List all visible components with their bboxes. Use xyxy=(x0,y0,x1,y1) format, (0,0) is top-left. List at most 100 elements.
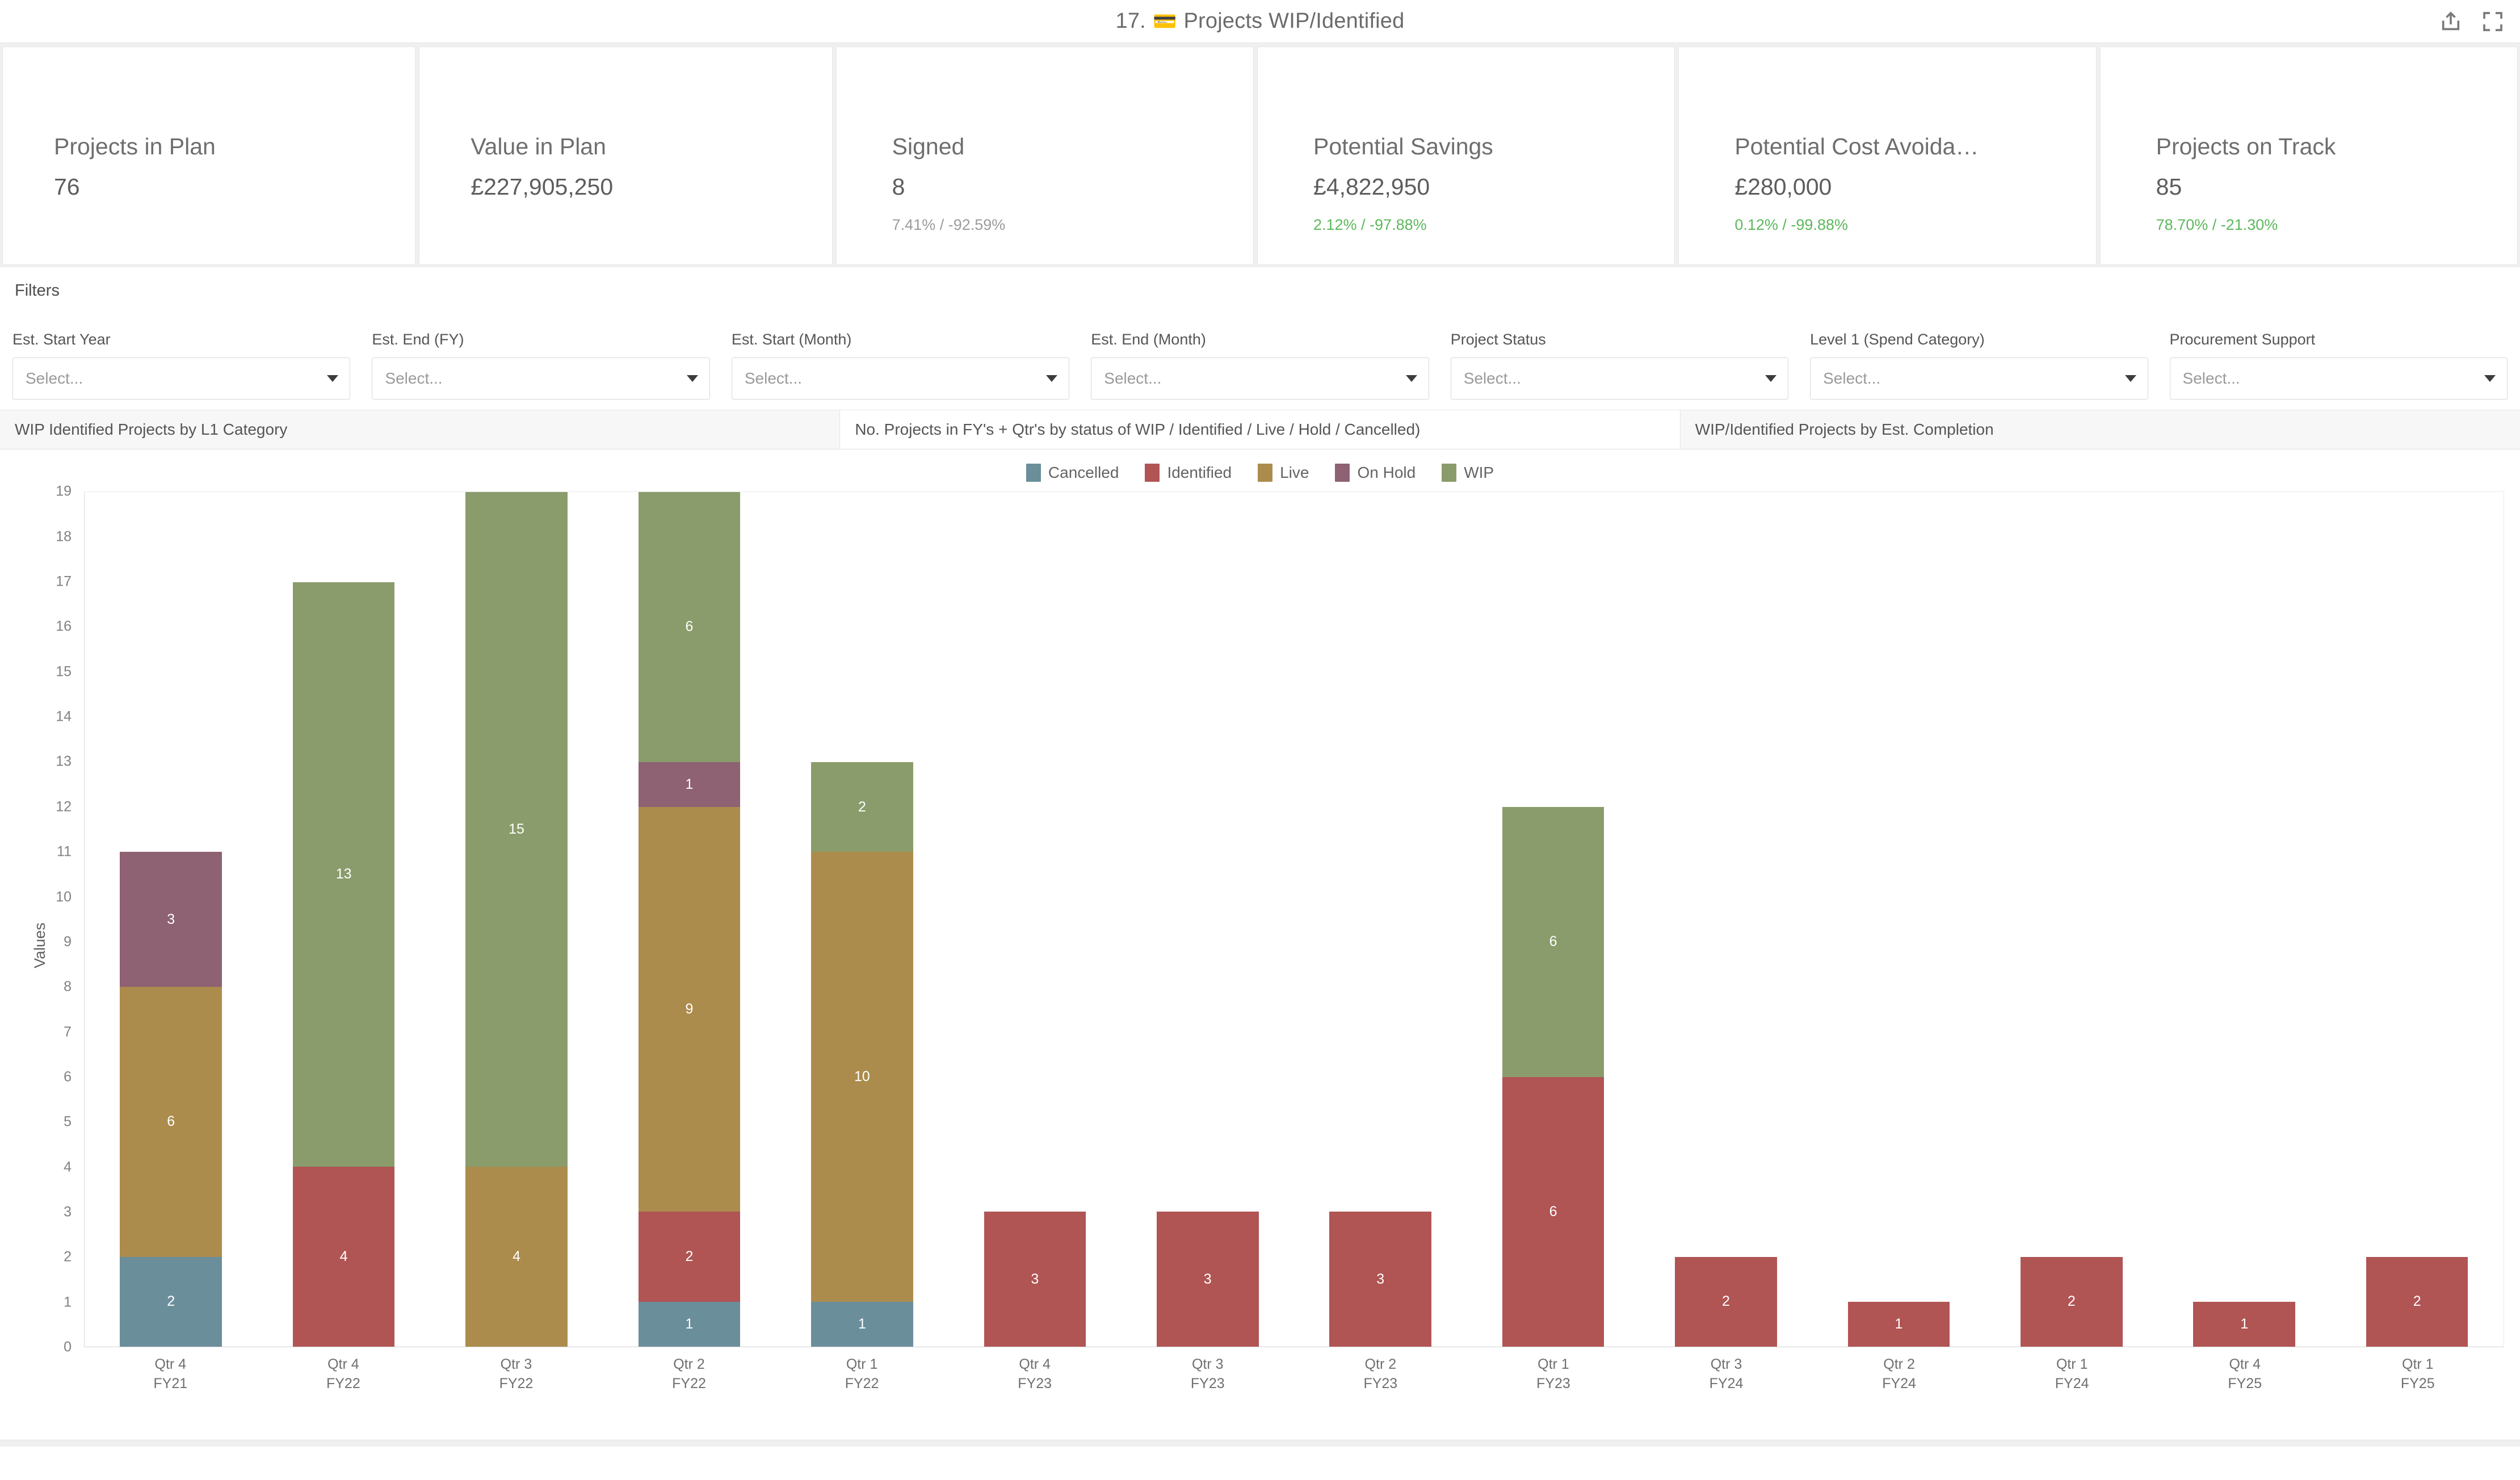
bar-segment-on-hold[interactable]: 3 xyxy=(120,852,222,987)
y-tick-label: 7 xyxy=(64,1024,72,1040)
bar-segment-identified[interactable]: 1 xyxy=(1847,1301,1950,1347)
kpi-delta: 78.70% / -21.30% xyxy=(2156,216,2278,233)
legend-item-wip[interactable]: WIP xyxy=(1442,464,1494,482)
fullscreen-icon[interactable] xyxy=(2481,10,2504,33)
x-axis-label: Qtr 3 FY24 xyxy=(1709,1356,1744,1391)
bar-segment-identified[interactable]: 3 xyxy=(1329,1212,1431,1347)
kpi-card-potential-cost-avoidance[interactable]: Potential Cost Avoida… £280,000 0.12% / … xyxy=(1678,47,2097,265)
kpi-strip: Projects in Plan 76 Value in Plan £227,9… xyxy=(0,43,2520,267)
filter-est-start-year: Est. Start Year Select... xyxy=(12,330,372,400)
bar-segment-wip[interactable]: 6 xyxy=(638,492,741,762)
y-tick-label: 3 xyxy=(64,1204,72,1220)
bar-segment-identified[interactable]: 2 xyxy=(638,1212,741,1302)
stacked-bar[interactable]: 3 xyxy=(1329,1212,1431,1347)
bar-segment-live[interactable]: 10 xyxy=(811,852,913,1302)
kpi-value: 76 xyxy=(54,174,80,200)
bar-slot: 1 xyxy=(1812,492,1985,1347)
bar-segment-identified[interactable]: 2 xyxy=(2366,1256,2468,1347)
filter-label: Est. Start Year xyxy=(12,330,111,348)
tab-wip-identified-projects-by-l1-category[interactable]: WIP Identified Projects by L1 Category xyxy=(0,410,841,449)
tab-label: No. Projects in FY's + Qtr's by status o… xyxy=(855,421,1421,439)
stacked-bar[interactable]: 1 xyxy=(1847,1301,1950,1347)
bottom-strip xyxy=(0,1440,2520,1447)
filter-label: Procurement Support xyxy=(2169,330,2316,348)
kpi-title: Projects on Track xyxy=(2156,133,2336,159)
title-bar: 17. 💳 Projects WIP/Identified xyxy=(0,0,2520,43)
y-tick-label: 14 xyxy=(56,708,72,725)
stacked-bar[interactable]: 3 xyxy=(1156,1212,1259,1347)
bar-segment-wip[interactable]: 2 xyxy=(811,762,913,852)
stacked-bar[interactable]: 2 10 1 xyxy=(811,762,913,1347)
bar-segment-on-hold[interactable]: 1 xyxy=(638,762,741,808)
bar-segment-wip[interactable]: 13 xyxy=(292,582,395,1167)
kpi-delta: 7.41% / -92.59% xyxy=(892,216,1006,233)
filter-label: Est. Start (Month) xyxy=(731,330,852,348)
kpi-card-value-in-plan[interactable]: Value in Plan £227,905,250 xyxy=(419,47,833,265)
legend-item-on-hold[interactable]: On Hold xyxy=(1335,464,1416,482)
y-tick-label: 10 xyxy=(56,889,72,905)
kpi-card-projects-on-track[interactable]: Projects on Track 85 78.70% / -21.30% xyxy=(2099,47,2518,265)
filter-value: Select... xyxy=(1463,369,1521,388)
tab-wip-identified-projects-by-est-completion[interactable]: WIP/Identified Projects by Est. Completi… xyxy=(1680,410,2520,449)
x-axis-label: Qtr 4 FY22 xyxy=(326,1356,360,1391)
filter-select-project-status[interactable]: Select... xyxy=(1450,358,1789,400)
filter-select-est-start-month[interactable]: Select... xyxy=(731,358,1070,400)
filter-value: Select... xyxy=(385,369,443,388)
stacked-bar[interactable]: 2 xyxy=(2021,1256,2123,1347)
filter-value: Select... xyxy=(2182,369,2240,388)
bar-segment-identified[interactable]: 4 xyxy=(292,1167,395,1347)
kpi-card-potential-savings[interactable]: Potential Savings £4,822,950 2.12% / -97… xyxy=(1257,47,1675,265)
legend-item-cancelled[interactable]: Cancelled xyxy=(1026,464,1119,482)
share-icon[interactable] xyxy=(2439,10,2462,33)
bar-segment-cancelled[interactable]: 2 xyxy=(120,1256,222,1347)
kpi-card-projects-in-plan[interactable]: Projects in Plan 76 xyxy=(2,47,416,265)
bar-segment-identified[interactable]: 3 xyxy=(1156,1212,1259,1347)
y-tick-label: 0 xyxy=(64,1339,72,1355)
filter-select-est-end-fy[interactable]: Select... xyxy=(372,358,710,400)
bar-segment-live[interactable]: 4 xyxy=(465,1167,568,1347)
kpi-title: Value in Plan xyxy=(471,133,606,159)
stacked-bar[interactable]: 3 xyxy=(984,1212,1086,1347)
kpi-card-signed[interactable]: Signed 8 7.41% / -92.59% xyxy=(835,47,1254,265)
bar-segment-wip[interactable]: 15 xyxy=(465,492,568,1167)
legend-swatch-icon xyxy=(1335,464,1350,482)
filter-select-est-start-year[interactable]: Select... xyxy=(12,358,351,400)
bar-segment-live[interactable]: 9 xyxy=(638,807,741,1212)
y-tick-label: 13 xyxy=(56,753,72,770)
filters-row: Est. Start Year Select... Est. End (FY) … xyxy=(0,301,2520,400)
filter-select-procurement-support[interactable]: Select... xyxy=(2169,358,2508,400)
filter-label: Est. End (Month) xyxy=(1091,330,1206,348)
legend-label: Identified xyxy=(1167,464,1232,482)
filter-value: Select... xyxy=(26,369,83,388)
bar-segment-cancelled[interactable]: 1 xyxy=(638,1301,741,1347)
bar-segment-cancelled[interactable]: 1 xyxy=(811,1301,913,1347)
kpi-title: Projects in Plan xyxy=(54,133,216,159)
legend-label: Live xyxy=(1280,464,1309,482)
stacked-bar[interactable]: 2 xyxy=(2366,1256,2468,1347)
tab-no-projects-by-status[interactable]: No. Projects in FY's + Qtr's by status o… xyxy=(840,410,1681,449)
legend-item-live[interactable]: Live xyxy=(1258,464,1309,482)
stacked-bar[interactable]: 1 xyxy=(2193,1301,2296,1347)
bar-segment-identified[interactable]: 6 xyxy=(1502,1077,1605,1347)
bar-segment-identified[interactable]: 3 xyxy=(984,1212,1086,1347)
filter-select-est-end-month[interactable]: Select... xyxy=(1091,358,1429,400)
bar-segment-identified[interactable]: 2 xyxy=(2021,1256,2123,1347)
stacked-bar[interactable]: 2 xyxy=(1675,1256,1777,1347)
bar-segment-live[interactable]: 6 xyxy=(120,987,222,1257)
legend-item-identified[interactable]: Identified xyxy=(1145,464,1232,482)
filter-est-start-month: Est. Start (Month) Select... xyxy=(731,330,1091,400)
stacked-bar[interactable]: 13 4 xyxy=(292,582,395,1347)
x-axis-label: Qtr 4 FY25 xyxy=(2228,1356,2262,1391)
bar-segment-identified[interactable]: 2 xyxy=(1675,1256,1777,1347)
filter-label: Project Status xyxy=(1450,330,1546,348)
filter-select-level-1-spend-category[interactable]: Select... xyxy=(1810,358,2148,400)
chart-legend: Cancelled Identified Live On Hold WIP xyxy=(0,460,2520,486)
bar-segment-wip[interactable]: 6 xyxy=(1502,807,1605,1077)
stacked-bar[interactable]: 15 4 xyxy=(465,492,568,1347)
bar-segment-identified[interactable]: 1 xyxy=(2193,1301,2296,1347)
